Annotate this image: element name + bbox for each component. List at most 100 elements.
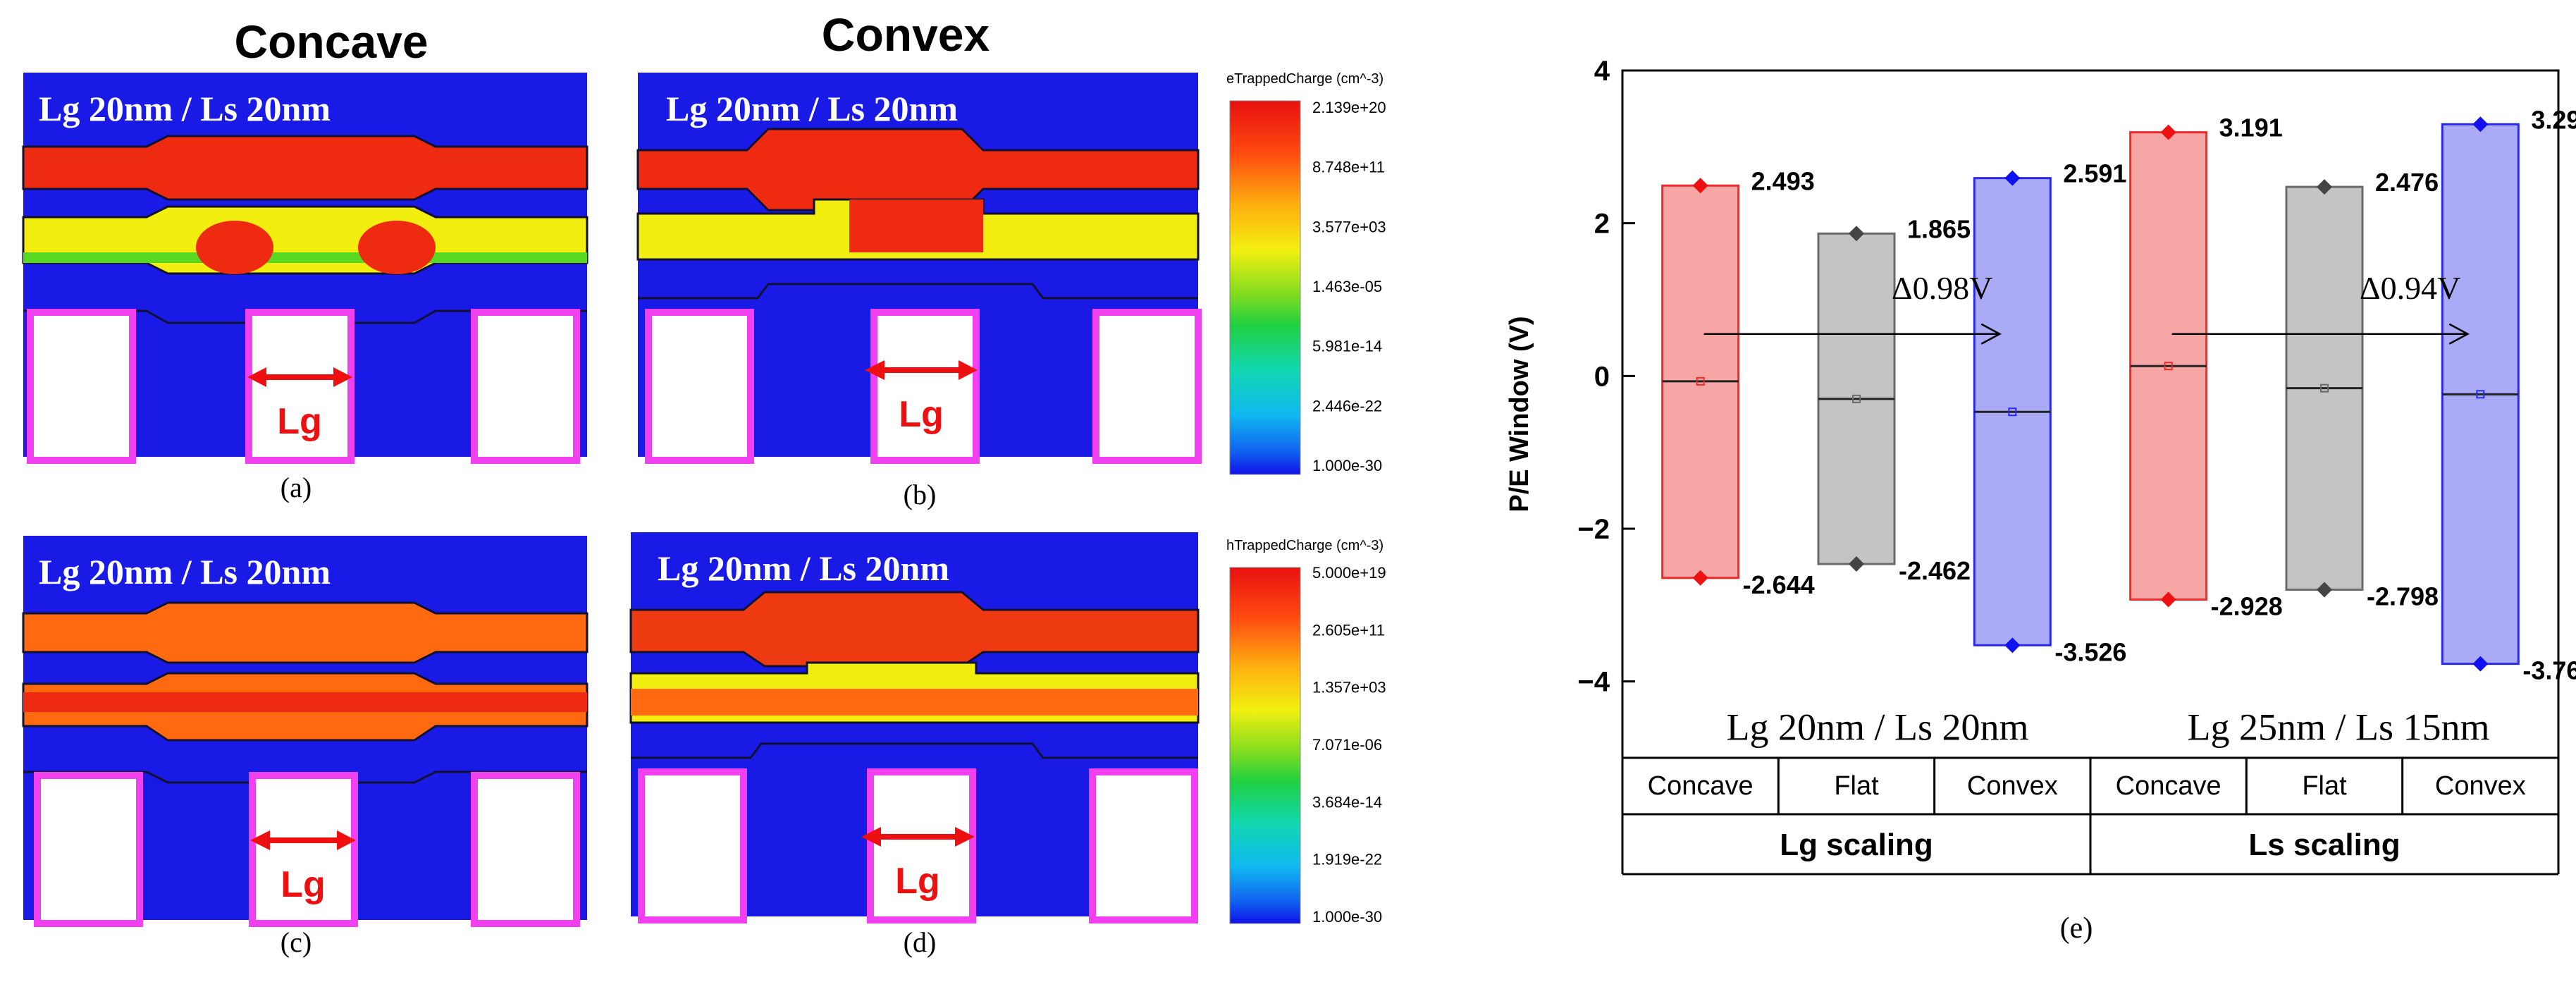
category-label: Convex [1967,771,2058,801]
bar-mean-marker [2008,407,2017,417]
category-label: Concave [2116,771,2221,801]
panel-b-lg-label: Lg [899,394,944,435]
bar-max-marker [1692,178,1708,194]
y-tick-label: −4 [1577,667,1610,698]
colorbar-tick-label: 3.684e-14 [1312,793,1382,811]
panel-c-title: Lg 20nm / Ls 20nm [39,552,331,591]
caption-a: (a) [281,472,312,503]
group-title-ls: Lg 25nm / Ls 15nm [2188,706,2490,749]
colorbar-h-gradient [1229,567,1301,924]
category-table: Concave Flat Convex Concave Flat Convex Lg sca… [1621,758,2560,876]
y-axis-ticks: −4 −2 0 2 4 [1577,56,1635,698]
colorbar-tick-label: 2.139e+20 [1312,99,1386,116]
bar-top-label: 1.865 [1907,214,1971,243]
panel-d-title: Lg 20nm / Ls 20nm [658,548,949,588]
colorbar-tick-label: 1.000e-30 [1312,457,1382,474]
bar-bottom-label: -2.462 [1899,556,1971,585]
panel-d-orange-band [631,689,1198,716]
panel-a-hot-spot-left [196,221,273,274]
colorbar-tick-label: 1.000e-30 [1312,908,1382,926]
bar-mean-marker [2320,383,2329,393]
y-tick-label: 0 [1594,361,1610,392]
panel-c-gate-right [471,772,580,927]
colorbar-tick-label: 5.000e+19 [1312,564,1386,582]
colorbar-tick-label: 1.357e+03 [1312,679,1386,696]
bar-max-marker [1849,226,1864,242]
col-title-concave: Concave [234,16,428,68]
bar-min-marker [1692,570,1708,586]
panel-d-layer-top [629,591,1200,668]
colorbar-tick-label: 3.577e+03 [1312,218,1386,235]
bar-min-marker [2317,582,2332,598]
panel-c-layer-top [22,601,588,664]
colorbar-e-gradient [1229,100,1301,475]
colorbar-tick-label: 2.446e-22 [1312,397,1382,415]
group-label: Lg scaling [1780,828,1933,862]
bar-top-label: 2.476 [2375,168,2439,197]
bar-mean-marker [1696,376,1705,386]
panel-c: Lg Lg 20nm / Ls 20nm [22,536,588,927]
bar-top-label: 3.191 [2219,113,2283,142]
bar-bottom-label: -3.769 [2522,656,2576,685]
y-axis-label: P/E Window (V) [1505,316,1534,512]
delta-label: Δ0.94V [2360,270,2460,306]
panel-c-red-band [23,692,587,712]
bar-top-label: 2.493 [1751,166,1815,195]
caption-e: (e) [2060,912,2093,945]
panel-b-lg-arrow-head-right [959,360,978,380]
panel-a-gate-right [471,309,580,464]
colorbar-h-ticks: 5.000e+19 2.605e+11 1.357e+03 7.071e-06 3.68… [1312,564,1386,926]
y-tick-label: 2 [1594,209,1610,240]
panel-a-gate-left [27,309,136,464]
panel-d-lg-arrow-head-left [861,827,881,847]
colorbar-e-ticks: 2.139e+20 8.748e+11 3.577e+03 1.463e-05 5.98… [1312,99,1386,474]
colorbar-tick-label: 1.463e-05 [1312,278,1382,295]
bars: 2.493 -2.644 1.865 -2.462 2.591 -3.526 3.191 -2… [1661,105,2576,685]
category-label: Flat [2302,771,2347,801]
panel-d-lg-label: Lg [895,861,940,902]
colorbar-e-title: eTrappedCharge (cm^-3) [1226,71,1383,87]
category-label: Flat [1834,771,1879,801]
annotations: Δ0.98V Δ0.94V [1703,270,2470,345]
panel-b-gate-right [1092,309,1202,464]
delta-label: Δ0.98V [1892,270,1992,306]
panel-d-gate-outline [631,742,1198,759]
bar-max-marker [2004,170,2021,186]
bar-bottom-label: -2.644 [1743,570,1815,599]
panel-b-gate-left [645,309,754,464]
delta-arrow-head [1980,323,2002,345]
bar-min-marker [2160,591,2176,608]
panel-a-lg-arrow-head-left [247,367,266,387]
colorbar-tick-label: 7.071e-06 [1312,736,1382,754]
panel-c-gate-left [34,772,143,927]
bar-mean-marker [1852,394,1861,403]
bar-mean-marker [2164,362,2173,371]
panel-a-lg-label: Lg [277,401,322,442]
bar-max-marker [2472,116,2489,133]
colorbar-h: hTrappedCharge (cm^-3) 5.000e+19 2.605e+1… [1226,538,1386,926]
category-label: Convex [2435,771,2526,801]
y-tick-label: −2 [1577,514,1610,545]
panel-b-layer-top [636,128,1200,211]
panel-b: Lg Lg 20nm / Ls 20nm [636,73,1202,464]
colorbar-tick-label: 2.605e+11 [1312,621,1385,639]
colorbar-tick-label: 8.748e+11 [1312,159,1385,176]
panel-a-hot-spot-right [358,221,436,274]
panel-a-green-band-left [23,252,587,263]
panel-d-lg-arrow-head-right [955,827,975,847]
caption-d: (d) [904,926,937,958]
panel-a-lg-arrow-head-right [333,367,352,387]
y-tick-label: 4 [1594,56,1610,87]
panel-c-lg-label: Lg [281,864,326,905]
panel-d-gate-left [638,768,747,923]
colorbar-tick-label: 1.919e-22 [1312,851,1382,869]
group-label: Ls scaling [2248,828,2400,862]
panel-b-gate-outline [638,283,1198,300]
group-title-lg: Lg 20nm / Ls 20nm [1727,706,2029,749]
panel-c-lg-arrow-head-left [250,830,270,850]
bar-bottom-label: -2.798 [2367,582,2439,610]
colorbar-h-title: hTrappedCharge (cm^-3) [1226,538,1383,553]
delta-arrow-head [2448,323,2470,345]
panel-a-title: Lg 20nm / Ls 20nm [39,89,331,128]
